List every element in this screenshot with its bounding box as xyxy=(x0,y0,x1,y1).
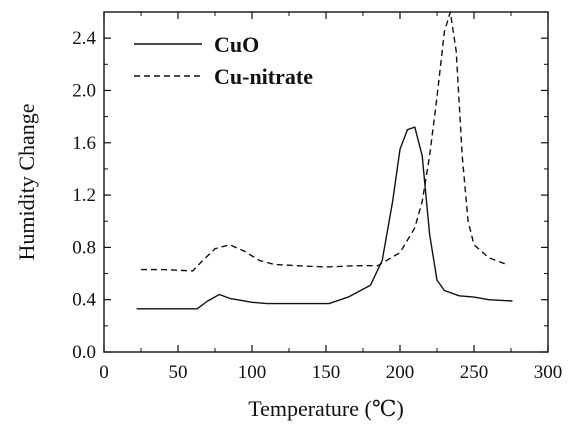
plot-frame xyxy=(103,11,549,353)
series-group xyxy=(136,11,513,310)
x-tick-label: 50 xyxy=(169,362,188,383)
y-tick-label: 2.4 xyxy=(72,28,96,49)
x-tick-label: 200 xyxy=(386,362,415,383)
series-line-cu-nitrate xyxy=(141,11,507,272)
ticks: 0 50 100 150 200 250 300 0.0 0.4 0.8 1.2 1.6 2.0 2.4 xyxy=(72,11,563,383)
y-tick-label: 2.0 xyxy=(72,80,96,101)
legend-label: Cu-nitrate xyxy=(214,64,313,89)
x-tick-label: 100 xyxy=(238,362,267,383)
y-tick-label: 1.2 xyxy=(72,185,96,206)
y-axis-title: Humidity Change xyxy=(14,103,39,260)
axes xyxy=(103,11,549,353)
x-axis-title: Temperature (℃) xyxy=(248,396,404,421)
legend: CuO Cu-nitrate xyxy=(134,32,313,89)
x-tick-label: 150 xyxy=(312,362,341,383)
y-tick-label: 0.0 xyxy=(72,342,96,363)
y-tick-label: 1.6 xyxy=(72,133,96,154)
y-tick-label: 0.4 xyxy=(72,290,96,311)
x-tick-label: 0 xyxy=(99,362,109,383)
series-line-cuo xyxy=(136,126,513,310)
legend-label: CuO xyxy=(214,32,259,57)
x-tick-label: 250 xyxy=(460,362,489,383)
y-tick-label: 0.8 xyxy=(72,237,96,258)
x-tick-label: 300 xyxy=(534,362,563,383)
